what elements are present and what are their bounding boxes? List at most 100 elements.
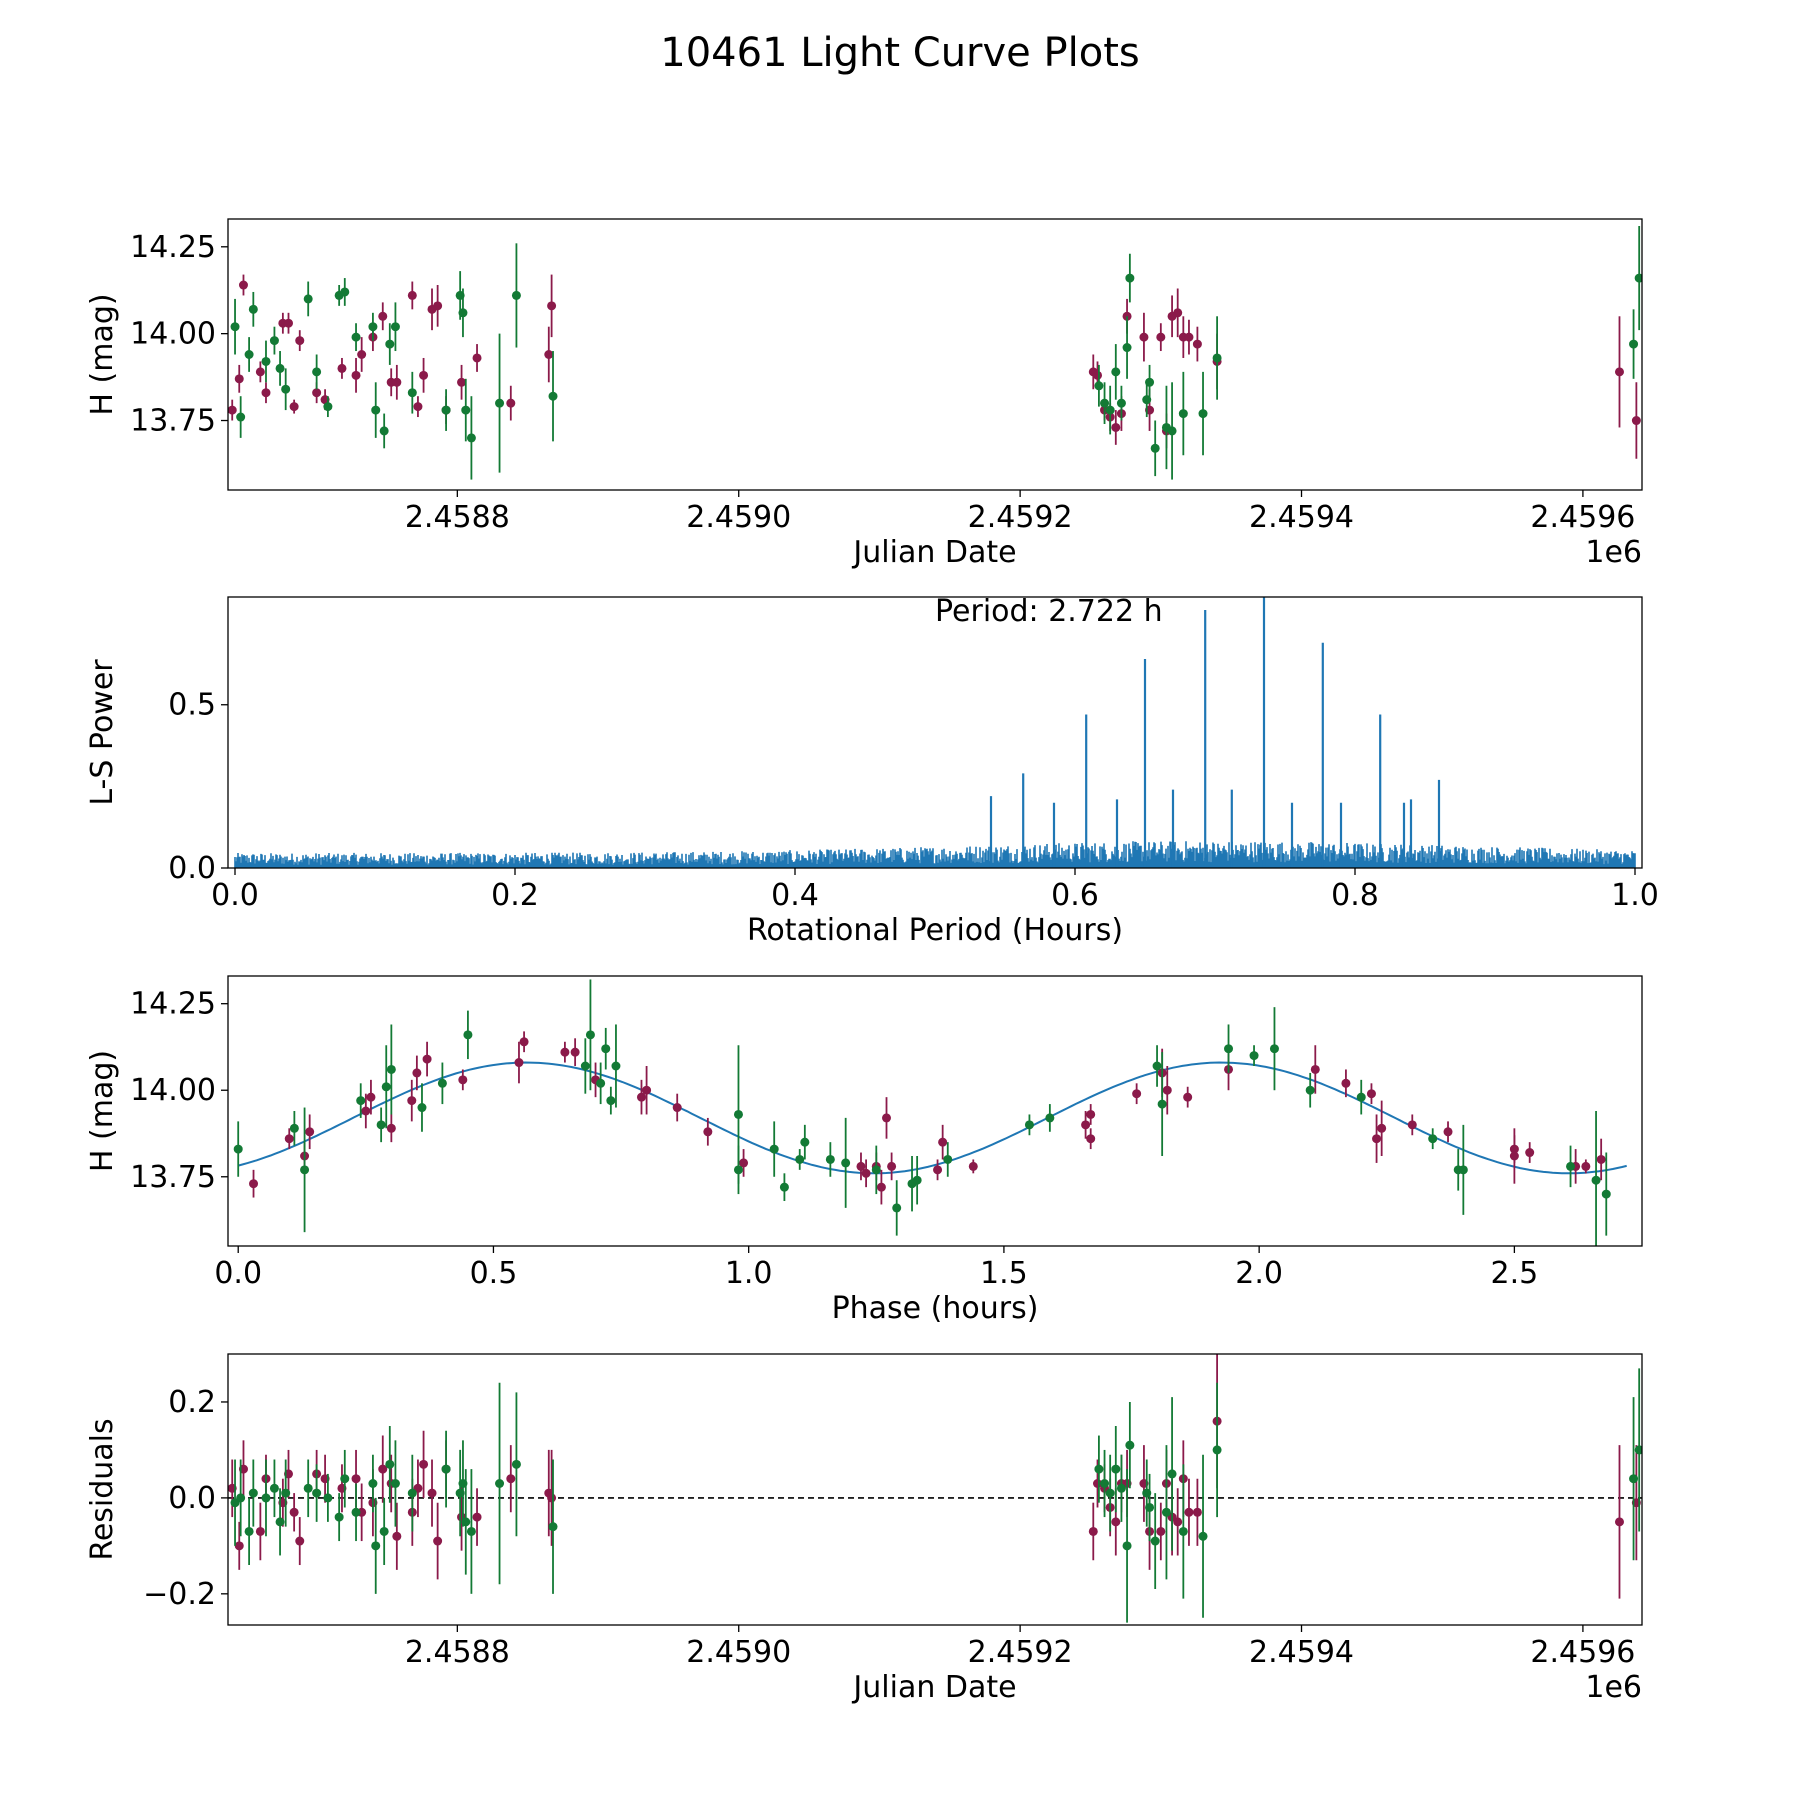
data-point (356, 1096, 366, 1106)
data-point (1192, 1507, 1202, 1517)
data-point (1167, 1469, 1177, 1479)
data-point (596, 1078, 606, 1088)
data-point (371, 1541, 381, 1551)
data-point (228, 405, 237, 415)
x-tick-label: 2.4592 (968, 1635, 1073, 1670)
data-point (495, 398, 505, 408)
data-point (887, 1161, 897, 1171)
data-point (357, 350, 367, 359)
data-point (1167, 426, 1177, 436)
data-point (1156, 332, 1166, 342)
data-point (300, 1165, 310, 1175)
data-point (1601, 1189, 1611, 1199)
x-tick-label: 2.4596 (1530, 1635, 1635, 1670)
data-point (303, 1483, 313, 1493)
data-point (244, 1526, 254, 1536)
data-point (236, 1493, 246, 1503)
x-tick-label: 2.5 (1491, 1256, 1539, 1291)
axes-frame (227, 596, 1643, 869)
y-axis-label: Residuals (85, 1418, 120, 1560)
data-point (283, 318, 293, 328)
data-point (351, 370, 361, 380)
data-point (230, 322, 240, 332)
data-point (1100, 398, 1110, 408)
data-point (1407, 1120, 1417, 1130)
data-point (351, 332, 361, 342)
data-point (1081, 1120, 1091, 1130)
data-point (407, 388, 417, 398)
data-point (1356, 1092, 1366, 1102)
period-annotation: Period: 2.722 h (935, 594, 1163, 629)
data-point (672, 1103, 682, 1113)
data-point (392, 1531, 402, 1541)
data-point (1198, 409, 1208, 419)
data-point (1162, 1085, 1172, 1095)
data-point (611, 1061, 621, 1071)
chart-residuals: 2.4588 2.4590 2.4592 2.4594 2.4596 −0.2 0.0 0.2… (85, 1353, 1643, 1705)
data-point (255, 1526, 265, 1536)
data-point (1094, 1464, 1104, 1474)
data-point (1161, 1507, 1171, 1517)
data-point (340, 1474, 350, 1484)
data-point (1139, 332, 1149, 342)
data-point (334, 1512, 344, 1522)
y-tick-label: 14.00 (130, 317, 216, 352)
data-point (1086, 1109, 1096, 1119)
data-point (1614, 1517, 1624, 1527)
y-axis-label: L-S Power (85, 659, 120, 806)
data-point (248, 1488, 258, 1498)
data-point (739, 1158, 749, 1168)
data-point (244, 350, 254, 359)
data-point (861, 1168, 871, 1178)
y-tick-label: 13.75 (130, 404, 216, 439)
data-point (407, 1488, 417, 1498)
data-point (511, 290, 521, 300)
data-point (548, 391, 558, 401)
data-point (419, 1459, 429, 1469)
x-tick-label: 1.5 (980, 1256, 1028, 1291)
data-point (495, 1479, 505, 1489)
x-tick-label: 0.2 (491, 878, 539, 913)
data-point (390, 1479, 400, 1489)
data-point (234, 374, 244, 384)
data-point (466, 433, 476, 443)
data-point (323, 1493, 333, 1503)
data-point (284, 1134, 294, 1144)
data-point (938, 1137, 948, 1147)
data-point (1614, 367, 1624, 377)
data-point (1045, 1113, 1055, 1123)
axes-frame (227, 218, 1643, 491)
data-point (1125, 273, 1135, 283)
data-point (433, 301, 443, 311)
data-point (303, 294, 313, 304)
data-point (312, 367, 322, 377)
data-point (261, 388, 271, 398)
data-point (458, 1075, 468, 1085)
data-point (417, 1103, 427, 1113)
data-point (1428, 1134, 1438, 1144)
data-point (1105, 1488, 1115, 1498)
data-point (385, 339, 395, 349)
data-point (1122, 343, 1132, 353)
data-point (379, 1526, 389, 1536)
data-point (1341, 1078, 1351, 1088)
x-tick-label: 2.4592 (968, 500, 1073, 535)
data-point (233, 1144, 243, 1154)
data-point (1566, 1161, 1576, 1171)
plot-area (233, 979, 1627, 1246)
data-point (1443, 1127, 1453, 1137)
data-point (1173, 308, 1183, 318)
data-point (385, 1459, 395, 1469)
data-point (376, 1120, 386, 1130)
data-point (1150, 443, 1160, 453)
data-point (261, 356, 271, 366)
data-point (1249, 1051, 1259, 1061)
data-point (825, 1154, 835, 1164)
data-point (1509, 1144, 1519, 1154)
data-point (1178, 409, 1188, 419)
data-point (1305, 1085, 1315, 1095)
data-point (1192, 339, 1202, 349)
data-point (841, 1158, 851, 1168)
data-point (1145, 377, 1155, 387)
data-point (779, 1182, 789, 1192)
